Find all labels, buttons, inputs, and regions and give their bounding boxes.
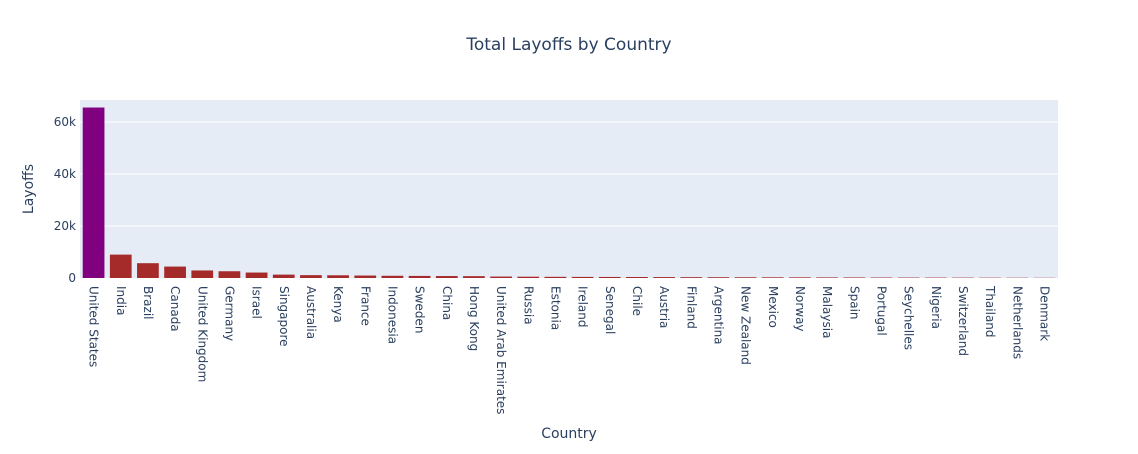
y-tick-label: 20k [54,219,76,233]
bar [300,275,322,278]
bar [246,273,268,278]
bar [762,277,784,278]
bar [191,270,213,278]
x-tick-label: Germany [222,286,236,341]
x-tick-label: Nigeria [929,286,943,329]
bar [680,277,702,278]
x-tick-label: Kenya [331,286,345,323]
x-tick-label: New Zealand [739,286,753,365]
x-tick-label: Hong Kong [467,286,481,351]
bar [382,276,404,278]
x-tick-label: Netherlands [1010,286,1024,359]
y-tick-label: 40k [54,167,76,181]
bar [843,277,865,278]
x-tick-label: Ireland [576,286,590,328]
y-tick-label: 60k [54,115,76,129]
bar [653,277,675,278]
x-tick-label: Malaysia [820,286,834,338]
x-tick-label: United Arab Emirates [494,286,508,414]
x-tick-label: Singapore [277,286,291,347]
x-tick-label: Estonia [548,286,562,330]
y-axis-label: Layoffs [21,164,37,214]
x-tick-label: Senegal [603,286,617,334]
bar [164,267,186,278]
bar [436,276,458,278]
bar [816,277,838,278]
x-tick-label: Israel [250,286,264,319]
x-tick-label: Thailand [983,285,997,338]
bar [83,108,105,278]
x-tick-label: Indonesia [385,286,399,344]
x-tick-label: Portugal [874,286,888,336]
bar [572,277,594,278]
bar [409,276,431,278]
bar [545,277,567,278]
x-axis-ticks: United States India Brazil Canada United Kin… [87,285,1052,414]
x-tick-label: Seychelles [902,286,916,350]
bar [463,276,485,278]
x-tick-label: Switzerland [956,286,970,356]
x-tick-label: Argentina [711,286,725,345]
x-tick-label: China [440,286,454,320]
bar [137,263,159,278]
bar [789,277,811,278]
x-tick-label: Denmark [1037,286,1051,341]
bar [273,275,295,278]
bar [599,277,621,278]
x-tick-label: Brazil [141,286,155,320]
x-tick-label: France [358,286,372,326]
y-tick-label: 0 [68,271,76,285]
x-axis-label: Country [541,426,597,442]
plot-area [80,100,1058,278]
bar [219,271,241,278]
bar [517,277,539,278]
bar [735,277,757,278]
x-tick-label: Russia [521,286,535,325]
x-tick-label: Australia [304,286,318,339]
chart-title: Total Layoffs by Country [465,35,671,55]
x-tick-label: Norway [793,286,807,332]
x-tick-label: India [114,286,128,315]
x-tick-label: Mexico [766,286,780,328]
bar [110,255,132,278]
bar [354,276,376,278]
x-tick-label: Canada [168,286,182,332]
x-tick-label: Chile [630,286,644,316]
bar [490,277,512,278]
x-tick-label: United States [87,286,101,367]
x-tick-label: Spain [847,286,861,320]
x-tick-label: Sweden [413,286,427,333]
bar [327,275,349,278]
x-tick-label: Finland [684,286,698,329]
bar [708,277,730,278]
x-tick-label: United Kingdom [195,286,209,382]
x-tick-label: Austria [657,286,671,328]
bar [626,277,648,278]
y-axis-ticks: 0 20k 40k 60k [54,115,76,285]
